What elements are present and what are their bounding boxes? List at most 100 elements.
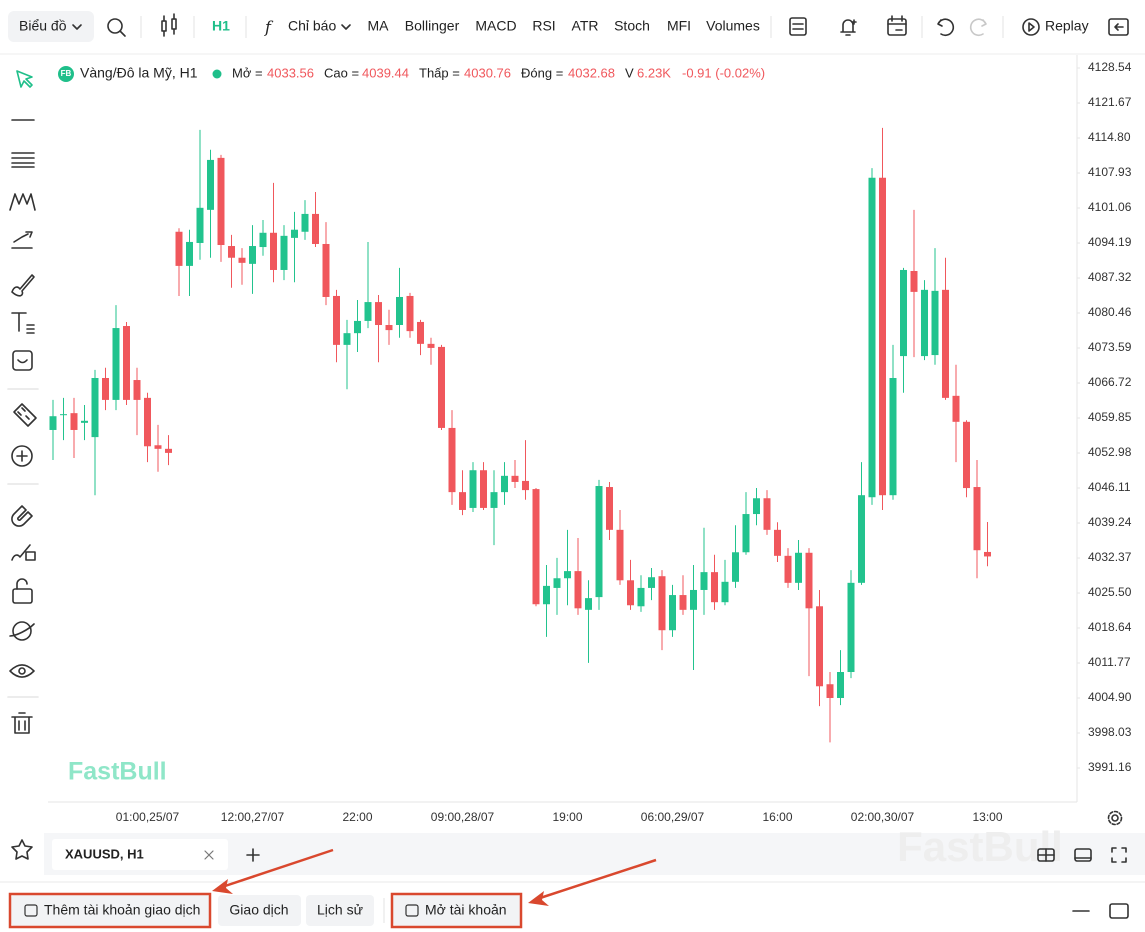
x-tick-label: 09:00,28/07 [431, 810, 495, 824]
close-label: Đóng = [521, 65, 563, 80]
symbol-tab-label[interactable]: XAUUSD, H1 [65, 846, 144, 861]
magnet-tool[interactable] [11, 505, 33, 527]
arrow [536, 858, 657, 901]
emoji-tool[interactable] [12, 350, 33, 371]
candle-body [637, 587, 645, 607]
candle-body [333, 295, 340, 345]
candle-body [175, 231, 183, 266]
alert-icon[interactable] [840, 19, 857, 36]
candle-body [921, 289, 928, 357]
y-tick-label: 4087.32 [1088, 270, 1132, 284]
ruler-tool[interactable] [13, 403, 37, 427]
symbol-name: Vàng/Đô la Mỹ, H1 [80, 65, 198, 81]
indicator-button[interactable]: MFI [667, 18, 691, 34]
fib-tool[interactable] [11, 152, 35, 168]
candle-body [658, 576, 666, 631]
delete-tool[interactable] [11, 712, 33, 734]
redo-icon[interactable] [969, 18, 987, 37]
indicator-button[interactable]: Stoch [614, 18, 650, 34]
calendar-icon[interactable] [887, 15, 907, 36]
close-tab-icon[interactable] [204, 850, 214, 860]
candle-body [532, 489, 540, 605]
brush-tool[interactable] [11, 274, 35, 297]
indicator-button[interactable]: RSI [532, 18, 555, 34]
trade-label[interactable]: Giao dịch [229, 902, 288, 918]
settings-icon[interactable] [1107, 810, 1123, 826]
candle-body [49, 416, 57, 430]
open-value: 4033.56 [267, 65, 314, 80]
y-tick-label: 3991.16 [1088, 760, 1132, 774]
y-tick-label: 4011.77 [1088, 655, 1131, 669]
candle-body [417, 321, 424, 344]
chart-menu-label[interactable]: Biểu đồ [19, 18, 67, 34]
chart-menu-button[interactable] [8, 11, 94, 42]
layout-icon[interactable] [789, 17, 807, 36]
add-tab-icon[interactable] [246, 848, 260, 862]
unlock-tool[interactable] [12, 588, 33, 604]
y-tick-label: 4025.50 [1088, 585, 1132, 599]
eye-tool[interactable] [9, 664, 35, 678]
low-label: Thấp = [419, 65, 460, 80]
indicators-button[interactable]: Chỉ báo [288, 18, 336, 34]
candle-body [259, 232, 267, 248]
indicator-button[interactable]: ATR [572, 18, 599, 34]
projection-tool[interactable] [11, 231, 33, 249]
function-icon: f [264, 18, 274, 37]
open-account-label[interactable]: Mở tài khoản [425, 902, 507, 918]
arrow-head [528, 891, 549, 906]
candle-body [291, 229, 298, 238]
candle-body [322, 243, 330, 297]
high-label: Cao = [324, 65, 359, 80]
candle-body [742, 514, 750, 553]
lock-drawing-tool[interactable] [11, 544, 31, 561]
symbol-tab[interactable] [52, 839, 228, 870]
candle-body [973, 487, 981, 551]
candle-body [679, 595, 687, 610]
candle-body [910, 270, 918, 292]
candle-body [522, 480, 529, 491]
exit-icon[interactable] [1108, 18, 1129, 36]
candle-body [879, 177, 886, 496]
watermark-large: FastBull [897, 823, 1063, 870]
replay-icon[interactable] [1022, 18, 1040, 36]
highlight-box [390, 892, 523, 929]
trade-button[interactable] [218, 895, 301, 926]
interval-button[interactable]: H1 [212, 18, 230, 34]
pattern-tool[interactable] [9, 193, 36, 211]
add-account-label[interactable]: Thêm tài khoản giao dịch [44, 902, 200, 918]
candles [49, 127, 991, 743]
candle-body [553, 578, 561, 588]
undo-icon[interactable] [937, 18, 955, 37]
candle-type-icon[interactable] [161, 13, 177, 37]
indicator-button[interactable]: Volumes [706, 18, 760, 34]
indicator-button[interactable]: Bollinger [405, 18, 460, 34]
favorite-icon[interactable] [11, 839, 33, 860]
candle-body [648, 577, 655, 588]
history-button[interactable] [306, 895, 374, 926]
candle-body [795, 552, 802, 583]
market-status-dot [212, 69, 222, 79]
text-tool[interactable] [11, 312, 35, 334]
maximize-icon[interactable] [1109, 903, 1129, 919]
tab-layout-icons[interactable] [1037, 847, 1127, 863]
candle-body [238, 257, 246, 263]
open-account-button[interactable] [393, 895, 521, 926]
candle-body [459, 492, 466, 510]
volume-label: V [625, 65, 634, 80]
candle-body [784, 555, 792, 583]
candle-body [627, 580, 634, 606]
indicator-button[interactable]: MACD [475, 18, 516, 34]
search-icon[interactable] [107, 18, 126, 37]
history-label[interactable]: Lịch sử [317, 902, 363, 918]
zoom-tool[interactable] [11, 445, 33, 467]
indicator-button[interactable]: MA [368, 18, 390, 34]
add-account-button[interactable] [11, 895, 210, 926]
cursor-tool[interactable] [16, 70, 33, 88]
candle-body [438, 346, 445, 428]
candle-body [354, 320, 361, 334]
y-tick-label: 4094.19 [1088, 235, 1132, 249]
candle-body [732, 552, 739, 582]
visibility-tool[interactable] [12, 621, 32, 641]
replay-button[interactable]: Replay [1045, 18, 1089, 34]
